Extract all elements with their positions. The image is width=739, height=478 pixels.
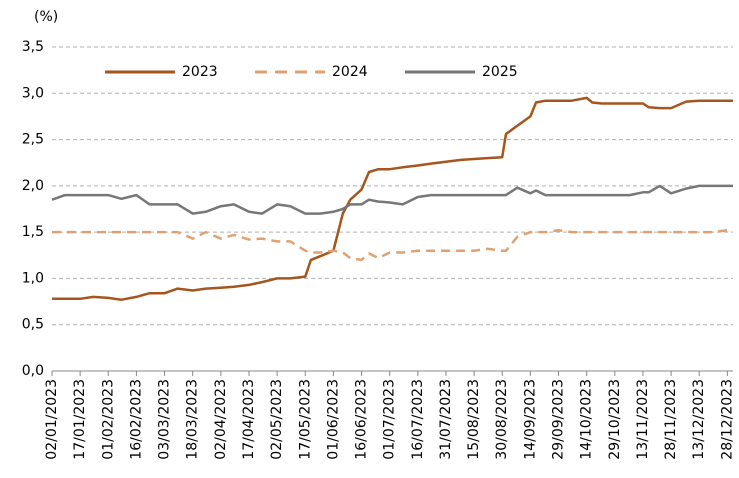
- y-axis-label: (%): [34, 9, 58, 25]
- y-tick-label: 3,0: [22, 85, 44, 101]
- y-tick-label: 2,5: [22, 132, 44, 148]
- x-tick-label: 18/03/2023: [185, 379, 201, 460]
- x-tick-label: 16/06/2023: [354, 379, 370, 460]
- legend-label: 2024: [332, 64, 368, 80]
- x-tick-label: 14/10/2023: [579, 379, 595, 460]
- x-tick-label: 02/01/2023: [44, 379, 60, 460]
- series-line: [52, 96, 733, 301]
- x-tick-label: 16/02/2023: [128, 379, 144, 460]
- x-tick-label: 30/08/2023: [494, 379, 510, 460]
- x-tick-label: 01/06/2023: [325, 379, 341, 460]
- x-tick-label: 17/05/2023: [297, 379, 313, 460]
- x-tick-label: 13/11/2023: [635, 379, 651, 460]
- legend-label: 2023: [182, 64, 218, 80]
- x-tick-label: 01/02/2023: [100, 379, 116, 460]
- y-tick-label: 2,0: [22, 178, 44, 194]
- x-tick-label: 01/07/2023: [382, 379, 398, 460]
- x-tick-label: 16/07/2023: [410, 379, 426, 460]
- x-tick-label: 13/12/2023: [691, 379, 707, 460]
- x-tick-label: 29/09/2023: [551, 379, 567, 460]
- x-tick-label: 29/10/2023: [607, 379, 623, 460]
- x-tick-label: 28/12/2023: [719, 379, 735, 460]
- x-tick-label: 17/01/2023: [72, 379, 88, 460]
- series-line: [51, 184, 733, 215]
- y-tick-label: 0,5: [22, 317, 44, 333]
- legend-label: 2025: [482, 64, 518, 80]
- x-tick-label: 17/04/2023: [241, 379, 257, 460]
- x-tick-label: 02/04/2023: [213, 379, 229, 460]
- y-tick-label: 3,5: [22, 39, 44, 55]
- x-tick-label: 14/09/2023: [522, 379, 538, 460]
- x-tick-label: 15/08/2023: [466, 379, 482, 460]
- x-tick-label: 02/05/2023: [269, 379, 285, 460]
- x-tick-label: 28/11/2023: [663, 379, 679, 460]
- x-tick-label: 31/07/2023: [438, 379, 454, 460]
- y-tick-label: 1,0: [22, 270, 44, 286]
- x-tick-label: 03/03/2023: [157, 379, 173, 460]
- series-line: [52, 229, 733, 262]
- y-tick-label: 1,5: [22, 224, 44, 240]
- y-tick-label: 0,0: [22, 363, 44, 379]
